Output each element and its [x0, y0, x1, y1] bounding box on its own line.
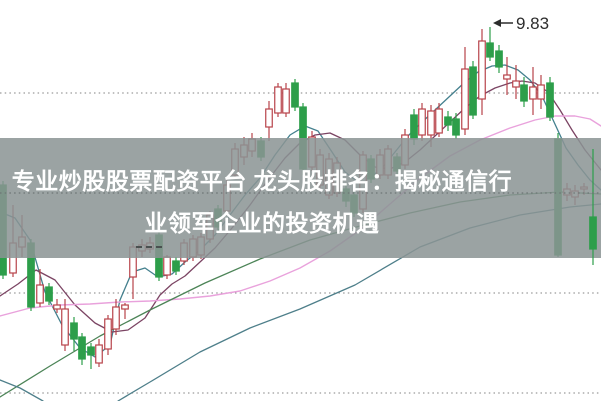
candle	[461, 47, 469, 135]
candle	[274, 83, 282, 117]
candle-body	[589, 216, 597, 250]
candle-body	[520, 84, 528, 102]
candle-body	[291, 82, 299, 108]
candle	[87, 343, 95, 369]
candle	[469, 61, 477, 119]
price-callout: 9.83	[493, 14, 549, 33]
candle	[452, 113, 460, 139]
candle-body	[410, 114, 418, 140]
candle-body	[70, 322, 78, 340]
candle-body	[112, 306, 120, 330]
candle-body	[265, 108, 273, 128]
candle-body	[537, 84, 545, 100]
candle	[435, 103, 443, 137]
ma-short-teal	[0, 64, 601, 358]
candle	[163, 255, 171, 279]
candle-body	[478, 40, 486, 100]
candle	[537, 75, 545, 109]
candle-body	[512, 80, 520, 88]
candle-body	[452, 118, 460, 136]
ma-longest-slate	[0, 379, 44, 401]
candle	[529, 67, 537, 115]
candle	[121, 303, 129, 319]
candle-body	[495, 50, 503, 68]
candle	[478, 29, 486, 115]
candle-body	[282, 88, 290, 114]
candle	[291, 79, 299, 111]
candle-body	[45, 286, 53, 302]
candle-body	[36, 284, 44, 304]
candle-body	[53, 304, 61, 310]
candle-body	[529, 86, 537, 100]
candle-body	[503, 74, 511, 80]
candle-body	[546, 82, 554, 118]
headline-banner	[0, 138, 601, 258]
candle-body	[61, 308, 69, 346]
candle	[444, 111, 452, 131]
candle-body	[418, 108, 426, 136]
candle	[36, 269, 44, 307]
candle	[61, 299, 69, 351]
candle	[486, 27, 494, 61]
candle	[418, 103, 426, 141]
candle	[70, 317, 78, 351]
candle	[495, 45, 503, 73]
candle	[95, 339, 103, 367]
candle-body	[469, 66, 477, 116]
candle	[45, 283, 53, 305]
candle-body	[104, 318, 112, 350]
candle	[282, 83, 290, 117]
candle-body	[274, 86, 282, 114]
candle	[520, 77, 528, 107]
candle-body	[444, 116, 452, 126]
candle	[112, 299, 120, 335]
candle-body	[461, 68, 469, 130]
candle	[78, 333, 86, 365]
candle	[265, 101, 273, 141]
candle-body	[486, 42, 494, 58]
candle	[546, 77, 554, 121]
over-banner-elements	[0, 149, 601, 265]
headline-line-2: 业领军企业的投资机遇	[145, 210, 380, 236]
candle-body	[121, 304, 129, 310]
candle-body	[163, 256, 171, 276]
candle	[589, 149, 597, 265]
candle	[104, 315, 112, 355]
candle	[503, 57, 511, 95]
candle	[172, 257, 180, 275]
headline-line-1: 专业炒股股票配资平台 龙头股排名：揭秘通信行	[12, 168, 512, 194]
candle	[512, 65, 520, 99]
candle-body	[427, 110, 435, 136]
candle-body	[95, 344, 103, 364]
candle-body	[435, 108, 443, 134]
candle-body	[87, 346, 95, 356]
candle	[53, 299, 61, 313]
peak-price-label: 9.83	[516, 14, 549, 33]
candle-body	[78, 336, 86, 360]
candle-body	[172, 260, 180, 272]
